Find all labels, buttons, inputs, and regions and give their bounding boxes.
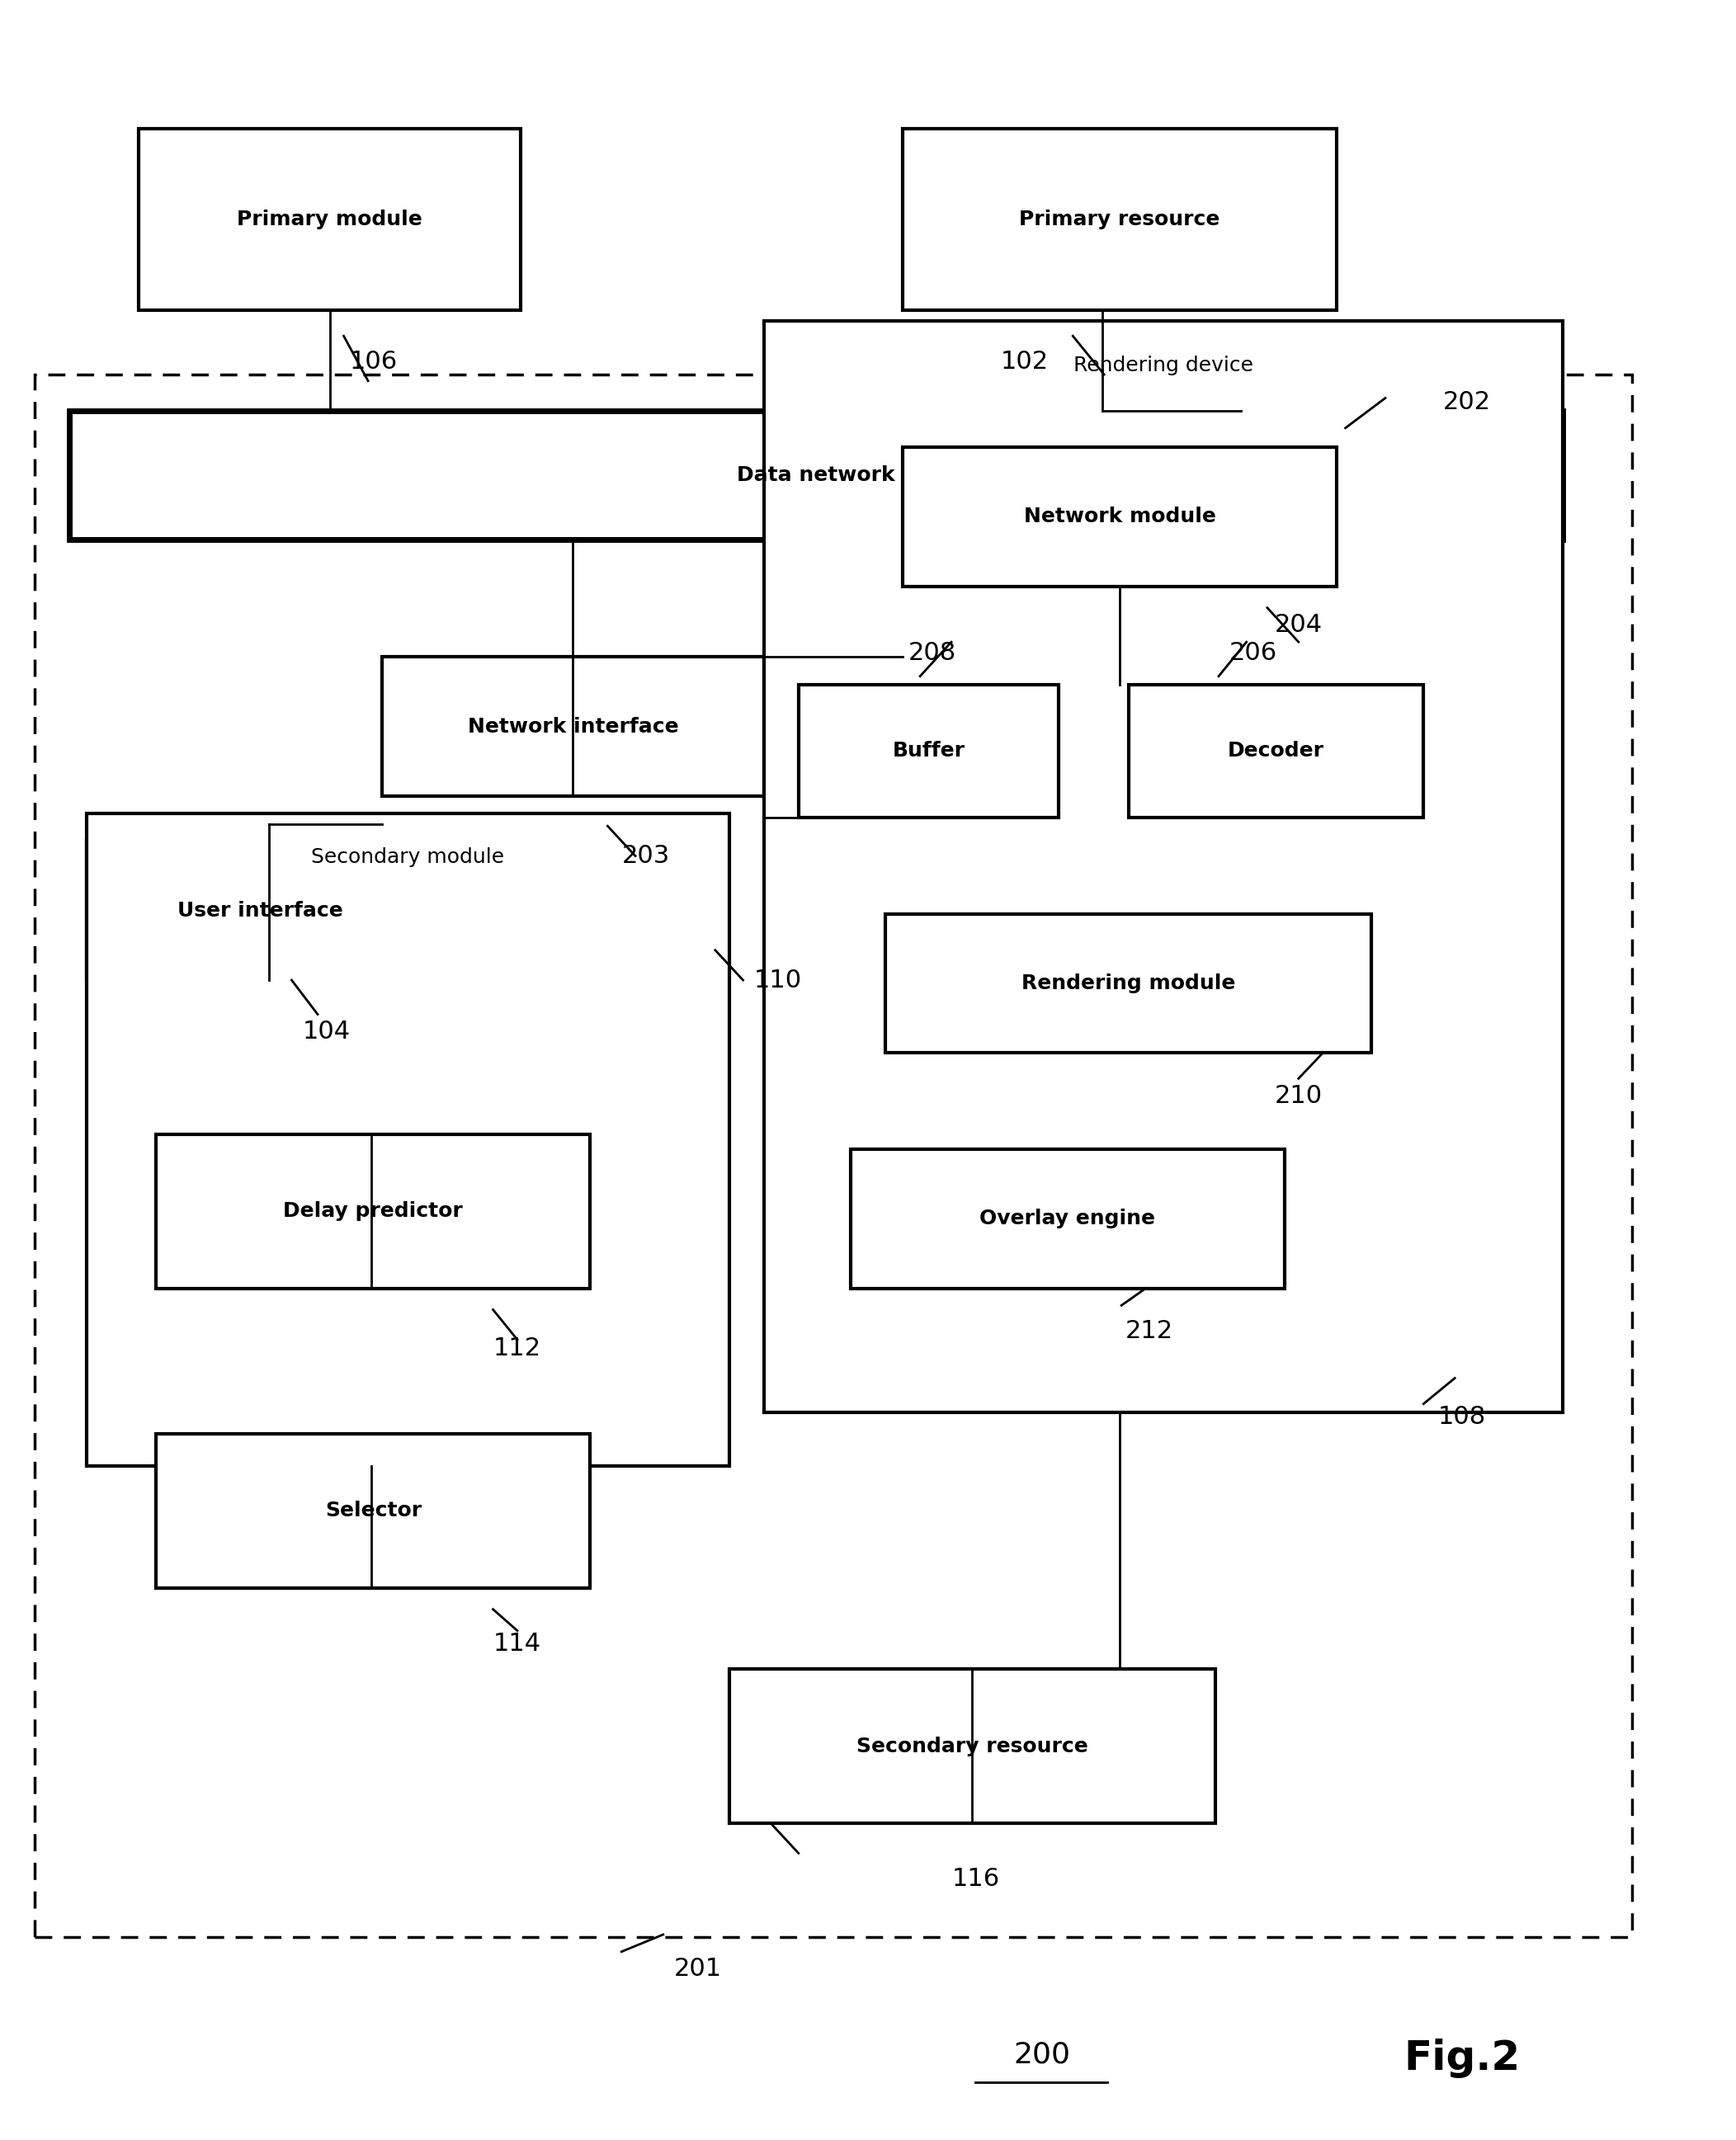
Text: Data network: Data network: [736, 464, 896, 486]
Text: 112: 112: [493, 1335, 542, 1361]
FancyBboxPatch shape: [851, 1149, 1285, 1288]
FancyBboxPatch shape: [87, 841, 434, 980]
Text: 208: 208: [908, 640, 957, 666]
FancyBboxPatch shape: [903, 447, 1337, 586]
FancyBboxPatch shape: [156, 1134, 590, 1288]
Text: 202: 202: [1443, 389, 1491, 415]
Text: Decoder: Decoder: [1227, 740, 1325, 762]
Text: Network module: Network module: [1024, 507, 1215, 526]
FancyBboxPatch shape: [903, 128, 1337, 310]
FancyBboxPatch shape: [764, 321, 1562, 1412]
Text: 203: 203: [621, 843, 670, 869]
Text: 200: 200: [1014, 2039, 1069, 2069]
Text: Selector: Selector: [325, 1500, 422, 1522]
FancyBboxPatch shape: [139, 128, 521, 310]
FancyBboxPatch shape: [382, 657, 764, 796]
FancyBboxPatch shape: [729, 1669, 1215, 1823]
FancyBboxPatch shape: [799, 685, 1059, 817]
Text: Secondary module: Secondary module: [311, 847, 505, 867]
FancyBboxPatch shape: [87, 813, 729, 1466]
Text: 114: 114: [493, 1631, 542, 1656]
Text: 206: 206: [1229, 640, 1278, 666]
Text: 210: 210: [1274, 1083, 1323, 1109]
FancyBboxPatch shape: [885, 914, 1371, 1053]
Text: Network interface: Network interface: [467, 717, 679, 736]
Text: 212: 212: [1125, 1318, 1174, 1344]
Text: 204: 204: [1274, 612, 1323, 638]
FancyBboxPatch shape: [156, 1434, 590, 1588]
Text: Rendering module: Rendering module: [1021, 974, 1236, 993]
Text: Rendering device: Rendering device: [1073, 355, 1253, 374]
Text: Delay predictor: Delay predictor: [283, 1201, 464, 1222]
Text: Overlay engine: Overlay engine: [979, 1209, 1156, 1228]
Text: 102: 102: [1000, 349, 1049, 374]
Text: 104: 104: [302, 1019, 351, 1044]
FancyBboxPatch shape: [1128, 685, 1424, 817]
FancyBboxPatch shape: [69, 411, 1562, 539]
Text: Fig.2: Fig.2: [1403, 2039, 1521, 2078]
Text: 116: 116: [951, 1866, 1000, 1892]
Text: Primary resource: Primary resource: [1019, 210, 1220, 229]
Text: 108: 108: [1437, 1404, 1486, 1430]
Text: Secondary resource: Secondary resource: [856, 1736, 1088, 1757]
Text: 106: 106: [349, 349, 398, 374]
Text: 201: 201: [674, 1956, 722, 1982]
Text: Primary module: Primary module: [238, 210, 422, 229]
Text: 110: 110: [753, 967, 802, 993]
Text: User interface: User interface: [177, 901, 344, 920]
Text: Buffer: Buffer: [892, 740, 965, 762]
